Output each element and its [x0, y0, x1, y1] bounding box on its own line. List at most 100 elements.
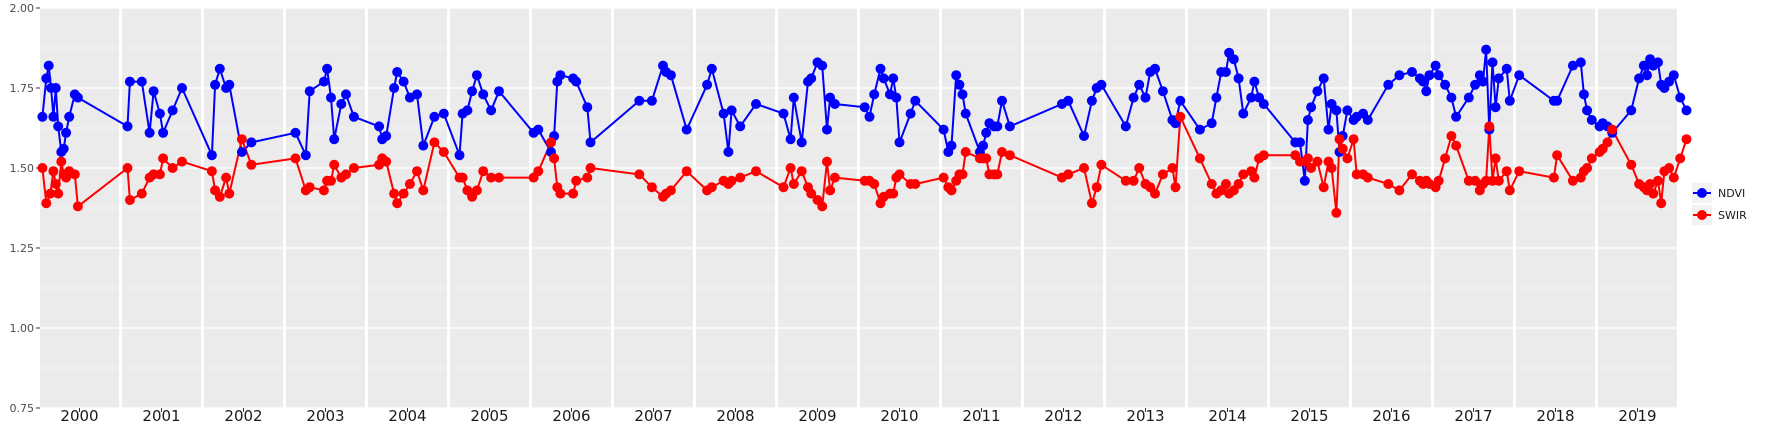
swir-point — [1063, 169, 1074, 180]
ndvi-point — [997, 95, 1007, 106]
ndvi-point — [167, 105, 178, 116]
swir-point — [45, 188, 56, 199]
grid-lines — [40, 7, 1677, 409]
swir-point — [457, 172, 468, 183]
ndvi-point — [571, 76, 582, 87]
swir-legend-icon — [1697, 210, 1707, 220]
ndvi-point — [392, 67, 403, 77]
swir-point — [585, 163, 596, 173]
swir-point — [1362, 172, 1373, 183]
swir-point — [1582, 163, 1593, 173]
swir-point — [53, 188, 64, 199]
ndvi-point — [50, 83, 61, 93]
y-tick-label: 1.25 — [10, 242, 35, 255]
ndvi-point — [1206, 118, 1217, 129]
swir-point — [478, 166, 489, 177]
swir-point — [326, 175, 336, 186]
ndvi-point — [494, 86, 504, 97]
ndvi-point — [1157, 86, 1168, 97]
ndvi-point — [702, 79, 713, 90]
y-tick-label: 1.75 — [10, 82, 35, 95]
swir-point — [992, 169, 1003, 180]
swir-point — [1514, 166, 1525, 177]
swir-point — [37, 163, 48, 173]
swir-point — [1249, 172, 1260, 183]
ndvi-point — [1490, 102, 1501, 113]
swir-point — [546, 137, 556, 148]
ndvi-point — [1634, 73, 1645, 84]
ndvi-point — [555, 70, 566, 81]
swir-point — [56, 156, 67, 167]
ndvi-point — [1128, 92, 1139, 103]
swir-point — [1326, 163, 1337, 173]
ndvi-point — [1246, 92, 1257, 103]
y-tick-label: 0.75 — [10, 402, 35, 415]
ndvi-point — [723, 147, 734, 157]
ndvi-point — [869, 89, 880, 100]
swir-point — [806, 188, 817, 199]
swir-point — [1552, 150, 1563, 161]
ndvi-point — [478, 89, 489, 100]
swir-point — [494, 172, 504, 183]
ndvi-point — [533, 124, 544, 135]
y-tick-label: 1.00 — [10, 322, 35, 335]
ndvi-point — [788, 92, 799, 103]
swir-point — [158, 153, 169, 164]
ndvi-point — [1418, 76, 1429, 87]
ndvi-point — [348, 111, 359, 122]
swir-point — [224, 188, 235, 199]
ndvi-point — [1504, 95, 1515, 106]
swir-point — [1668, 172, 1679, 183]
ndvi-point — [1470, 79, 1481, 90]
ndvi-point — [1238, 108, 1249, 119]
ndvi-point — [1578, 89, 1589, 100]
swir-point — [817, 201, 828, 212]
ndvi-point — [1079, 131, 1089, 141]
ndvi-point — [706, 63, 717, 74]
swir-point — [726, 175, 737, 186]
ndvi-point — [726, 105, 737, 116]
ndvi-point — [1331, 105, 1342, 116]
swir-point — [1446, 131, 1457, 141]
ndvi-point — [214, 63, 225, 74]
ndvi-point — [1194, 124, 1205, 135]
swir-point — [1440, 153, 1451, 164]
year-strip-labels: 2000 2001 2002 2003 2004 2005 2006 2007 2008 2009… — [60, 407, 1656, 425]
swir-point — [72, 201, 83, 212]
swir-point — [555, 188, 566, 199]
swir-point — [392, 198, 403, 209]
ndvi-point — [992, 121, 1003, 132]
swir-point — [571, 175, 582, 186]
ndvi-point — [1638, 60, 1649, 71]
ndvi-point — [1430, 60, 1441, 71]
ndvi-point — [322, 63, 333, 74]
ndvi-point — [43, 60, 54, 71]
year-label-2012: 2012 — [1044, 407, 1082, 425]
ndvi-point — [806, 73, 817, 84]
swir-point — [1091, 182, 1102, 193]
swir-point — [136, 188, 147, 199]
ndvi-point — [1233, 73, 1244, 84]
swir-point — [1120, 175, 1131, 186]
year-label-2017: 2017 — [1454, 407, 1492, 425]
swir-point — [206, 166, 217, 177]
ndvi-point — [1299, 175, 1310, 186]
swir-point — [1175, 111, 1186, 122]
year-label-2010: 2010 — [880, 407, 918, 425]
swir-point — [1302, 153, 1313, 164]
ndvi-point — [1258, 99, 1269, 109]
year-label-2001: 2001 — [142, 407, 180, 425]
swir-point — [1451, 140, 1462, 151]
ndvi-point — [859, 102, 870, 113]
ndvi-point — [1228, 54, 1239, 65]
swir-point — [1394, 185, 1405, 196]
ndvi-point — [1463, 92, 1474, 103]
ndvi-point — [300, 150, 311, 161]
ndvi-point — [735, 121, 746, 132]
swir-point — [304, 182, 315, 193]
ndvi-point — [37, 111, 48, 122]
ndvi-point — [1675, 92, 1686, 103]
legend: NDVI SWIR — [1692, 183, 1747, 225]
swir-point — [1586, 153, 1597, 164]
ndvi-point — [681, 124, 692, 135]
